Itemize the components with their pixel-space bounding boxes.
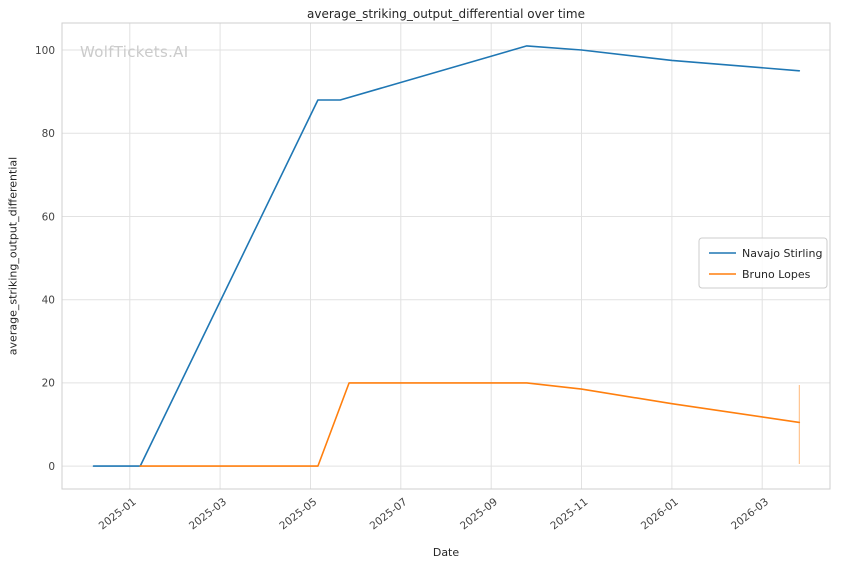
legend-box	[698, 237, 828, 289]
legend-label: Navajo Stirling	[742, 247, 822, 260]
x-tick-label: 2025-03	[187, 496, 229, 532]
x-tick-label: 2025-09	[458, 496, 500, 532]
legend-label: Bruno Lopes	[742, 268, 811, 281]
y-tick-label: 80	[42, 128, 55, 140]
x-tick-label: 2026-03	[729, 496, 771, 532]
series-line-navajo-stirling	[92, 45, 801, 467]
x-tick-label: 2025-11	[548, 496, 590, 532]
series-line-bruno-lopes	[139, 382, 801, 467]
y-tick-label: 100	[35, 45, 55, 57]
x-tick-label: 2025-05	[277, 496, 319, 532]
x-tick-label: 2026-01	[639, 496, 681, 532]
y-tick-label: 20	[42, 378, 55, 390]
y-tick-label: 40	[42, 295, 55, 307]
plot-border	[61, 22, 831, 490]
x-axis-label: Date	[432, 546, 460, 559]
chart-title: average_striking_output_differential ove…	[307, 7, 585, 21]
x-tick-label: 2025-01	[97, 496, 139, 532]
y-axis-label: average_striking_output_differential	[6, 156, 20, 356]
y-tick-label: 60	[42, 211, 55, 223]
y-tick-label: 0	[48, 461, 55, 473]
x-tick-label: 2025-07	[368, 496, 410, 532]
watermark: WolfTickets.AI	[80, 43, 189, 61]
